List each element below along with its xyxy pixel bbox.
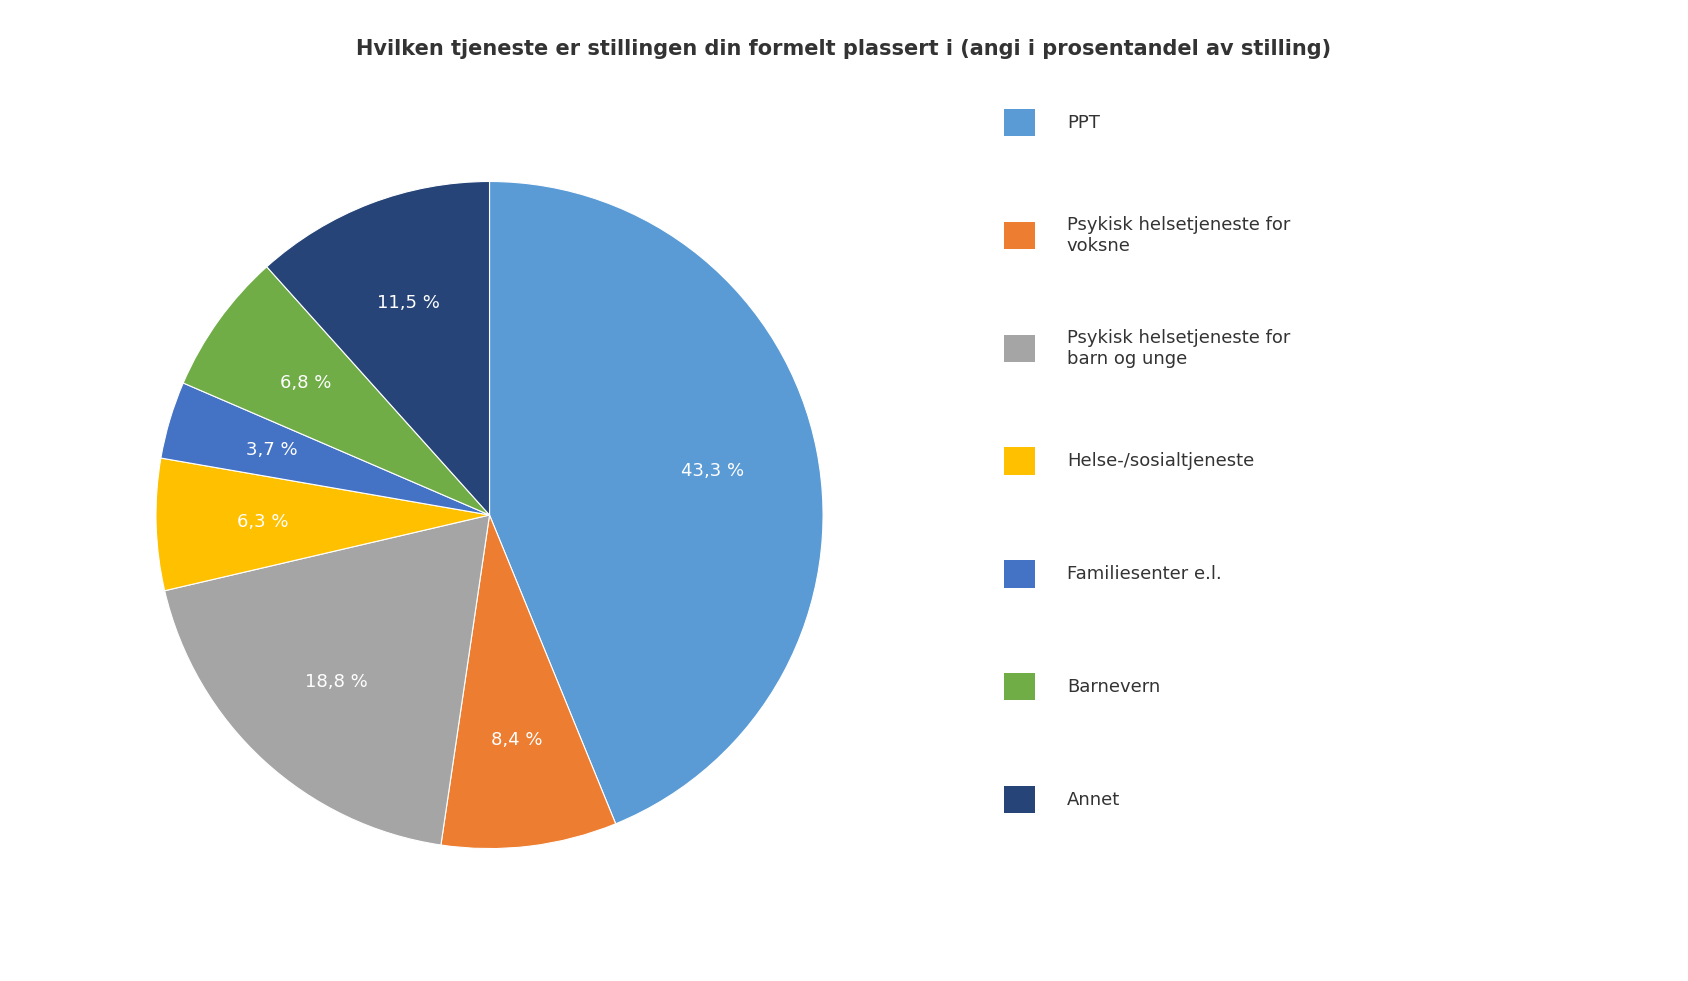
Text: 6,3 %: 6,3 % <box>236 512 289 531</box>
Wedge shape <box>160 383 490 515</box>
Text: 8,4 %: 8,4 % <box>491 731 542 749</box>
Text: Psykisk helsetjeneste for
voksne: Psykisk helsetjeneste for voksne <box>1067 216 1290 255</box>
Wedge shape <box>267 181 490 515</box>
Text: Helse-/sosialtjeneste: Helse-/sosialtjeneste <box>1067 452 1254 470</box>
Wedge shape <box>155 458 490 591</box>
Text: Annet: Annet <box>1067 791 1121 808</box>
Text: Familiesenter e.l.: Familiesenter e.l. <box>1067 565 1222 583</box>
Text: 43,3 %: 43,3 % <box>680 462 744 481</box>
Text: Hvilken tjeneste er stillingen din formelt plassert i (angi i prosentandel av st: Hvilken tjeneste er stillingen din forme… <box>356 39 1332 59</box>
Wedge shape <box>184 267 490 515</box>
Text: Barnevern: Barnevern <box>1067 678 1160 696</box>
Text: 3,7 %: 3,7 % <box>246 441 299 459</box>
Wedge shape <box>441 515 616 849</box>
Text: PPT: PPT <box>1067 114 1099 131</box>
Text: 6,8 %: 6,8 % <box>280 374 331 391</box>
Wedge shape <box>165 515 490 845</box>
Text: Psykisk helsetjeneste for
barn og unge: Psykisk helsetjeneste for barn og unge <box>1067 329 1290 368</box>
Text: 18,8 %: 18,8 % <box>304 673 368 691</box>
Text: 11,5 %: 11,5 % <box>376 294 441 312</box>
Wedge shape <box>490 181 824 824</box>
